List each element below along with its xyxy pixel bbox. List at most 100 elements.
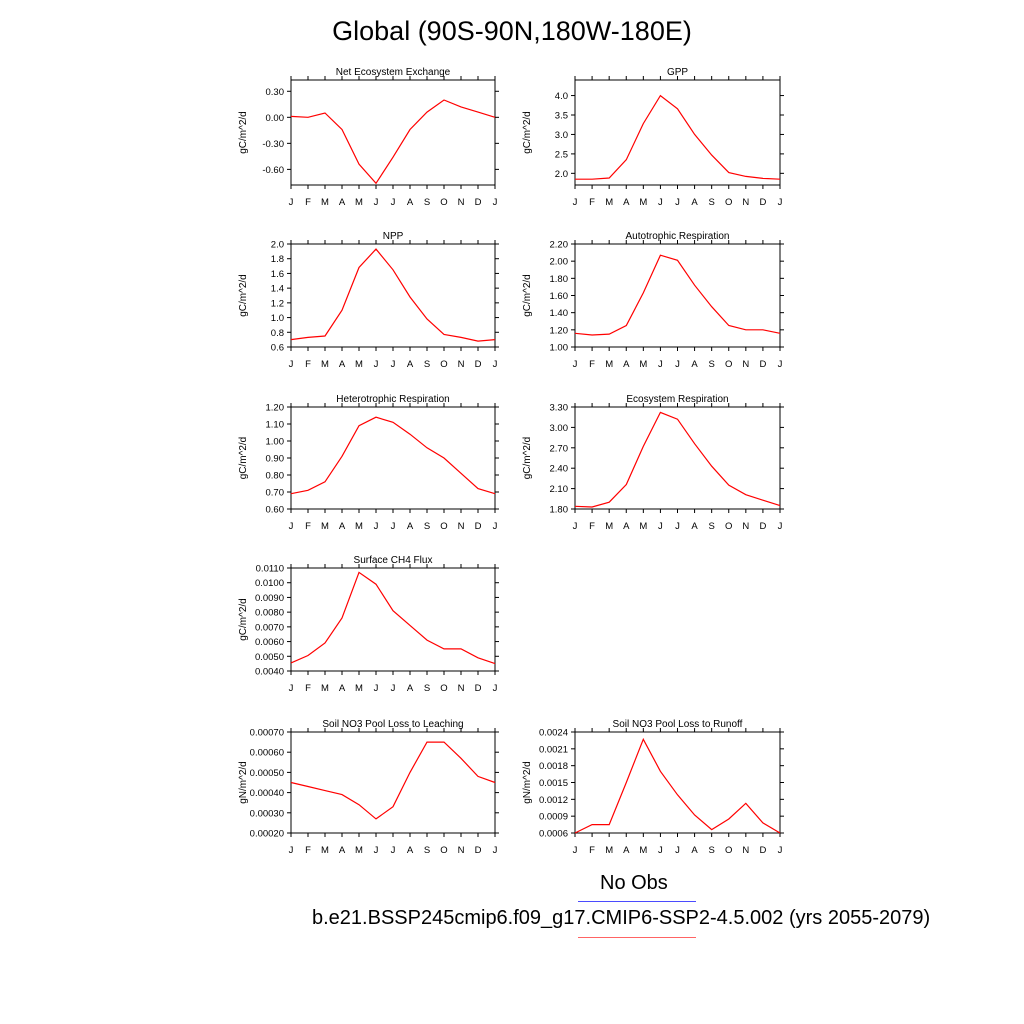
chart-title: Net Ecosystem Exchange (336, 67, 451, 78)
legend-line-model (578, 937, 696, 938)
x-tick-label: A (407, 197, 414, 208)
x-tick-label: J (493, 521, 498, 532)
y-tick-label: 2.0 (555, 169, 568, 180)
y-tick-label: 1.60 (550, 291, 569, 302)
plot-frame (290, 79, 496, 186)
y-tick-label: 1.00 (550, 343, 569, 354)
x-tick-label: O (725, 359, 732, 370)
y-tick-label: 0.0090 (255, 593, 284, 604)
x-tick-label: M (639, 197, 647, 208)
x-tick-label: A (339, 845, 346, 856)
x-tick-label: D (759, 521, 766, 532)
y-tick-label: 1.80 (550, 274, 569, 285)
x-tick-label: A (691, 359, 698, 370)
chart-title: Heterotrophic Respiration (336, 394, 449, 405)
plot-frame (574, 731, 781, 834)
x-tick-label: S (708, 359, 714, 370)
x-tick-label: A (407, 845, 414, 856)
x-tick-label: O (440, 845, 447, 856)
x-tick-label: D (759, 845, 766, 856)
chart-title: Soil NO3 Pool Loss to Leaching (322, 719, 463, 730)
x-tick-label: J (493, 197, 498, 208)
y-tick-label: 0.0110 (256, 564, 284, 575)
x-tick-label: A (691, 521, 698, 532)
x-tick-label: M (639, 359, 647, 370)
x-tick-label: S (708, 845, 714, 856)
chart-panel-3: Autotrophic Respiration gC/m^2/d 1.00 1.20 1… (522, 231, 784, 370)
legend-label-model: b.e21.BSSP245cmip6.f09_g17.CMIP6-SSP2-4.… (312, 907, 931, 929)
series-line (290, 99, 496, 185)
y-tick-label: 1.10 (266, 420, 285, 431)
x-tick-label: S (424, 845, 430, 856)
x-tick-label: A (339, 521, 346, 532)
y-tick-label: 0.8 (271, 328, 284, 339)
y-axis-label: gN/m^2/d (238, 761, 249, 804)
x-tick-label: J (573, 359, 578, 370)
y-axis-label: gN/m^2/d (522, 761, 533, 804)
y-tick-label: 3.0 (555, 130, 568, 141)
x-tick-label: F (305, 359, 311, 370)
x-tick-label: F (305, 197, 311, 208)
x-tick-label: J (573, 521, 578, 532)
x-tick-label: A (623, 197, 630, 208)
legend-label-obs: No Obs (600, 872, 668, 894)
x-tick-label: M (639, 845, 647, 856)
x-tick-label: J (289, 683, 294, 694)
y-tick-label: 0.0050 (255, 652, 284, 663)
y-tick-label: 0.60 (266, 505, 285, 516)
y-axis-label: gC/m^2/d (238, 111, 249, 154)
y-tick-label: 0.0006 (539, 829, 568, 840)
chart-title: GPP (667, 67, 688, 78)
y-tick-label: -0.60 (262, 165, 284, 176)
x-tick-label: M (639, 521, 647, 532)
x-tick-label: N (742, 521, 749, 532)
chart-title: Surface CH4 Flux (354, 555, 433, 566)
plot-frame (290, 243, 496, 348)
y-tick-label: 0.0070 (255, 622, 284, 633)
x-tick-label: J (658, 197, 663, 208)
y-axis-label: gC/m^2/d (522, 274, 533, 317)
y-tick-label: 1.80 (550, 505, 569, 516)
x-tick-label: N (742, 845, 749, 856)
y-tick-label: 0.00030 (250, 808, 284, 819)
y-tick-label: 2.00 (550, 257, 569, 268)
x-tick-label: M (321, 197, 329, 208)
y-tick-label: 2.10 (550, 484, 569, 495)
y-tick-label: 2.0 (271, 240, 284, 251)
chart-title: Soil NO3 Pool Loss to Runoff (613, 719, 743, 730)
x-tick-label: A (623, 359, 630, 370)
y-tick-label: 3.00 (550, 423, 569, 434)
chart-panel-7: Soil NO3 Pool Loss to LeachinggN/m^2/d0.… (238, 719, 499, 856)
x-tick-label: D (475, 521, 482, 532)
y-tick-label: 4.0 (555, 91, 568, 102)
x-tick-label: J (391, 845, 396, 856)
x-tick-label: J (573, 845, 578, 856)
x-tick-label: M (321, 359, 329, 370)
x-tick-label: J (778, 197, 783, 208)
y-tick-label: 1.8 (271, 254, 284, 265)
y-tick-label: 0.80 (266, 471, 285, 482)
x-tick-label: N (458, 359, 465, 370)
y-tick-label: 0.0100 (255, 578, 284, 589)
y-tick-label: 1.6 (271, 269, 284, 280)
series-line (290, 571, 496, 665)
y-tick-label: 0.00020 (250, 829, 284, 840)
x-tick-label: F (589, 359, 595, 370)
x-tick-label: S (424, 683, 430, 694)
x-tick-label: M (355, 683, 363, 694)
x-tick-label: M (355, 359, 363, 370)
x-tick-label: J (658, 845, 663, 856)
x-tick-label: O (440, 683, 447, 694)
x-tick-label: M (605, 521, 613, 532)
x-tick-label: J (391, 683, 396, 694)
series-line (574, 254, 781, 336)
chart-panel-0: Net Ecosystem Exchange gC/m^2/d 0.30 0.00 -0… (238, 67, 499, 208)
x-tick-label: J (374, 359, 379, 370)
x-tick-label: S (424, 197, 430, 208)
x-tick-label: D (475, 359, 482, 370)
x-tick-label: J (289, 521, 294, 532)
x-tick-label: A (407, 359, 414, 370)
x-tick-label: J (778, 845, 783, 856)
